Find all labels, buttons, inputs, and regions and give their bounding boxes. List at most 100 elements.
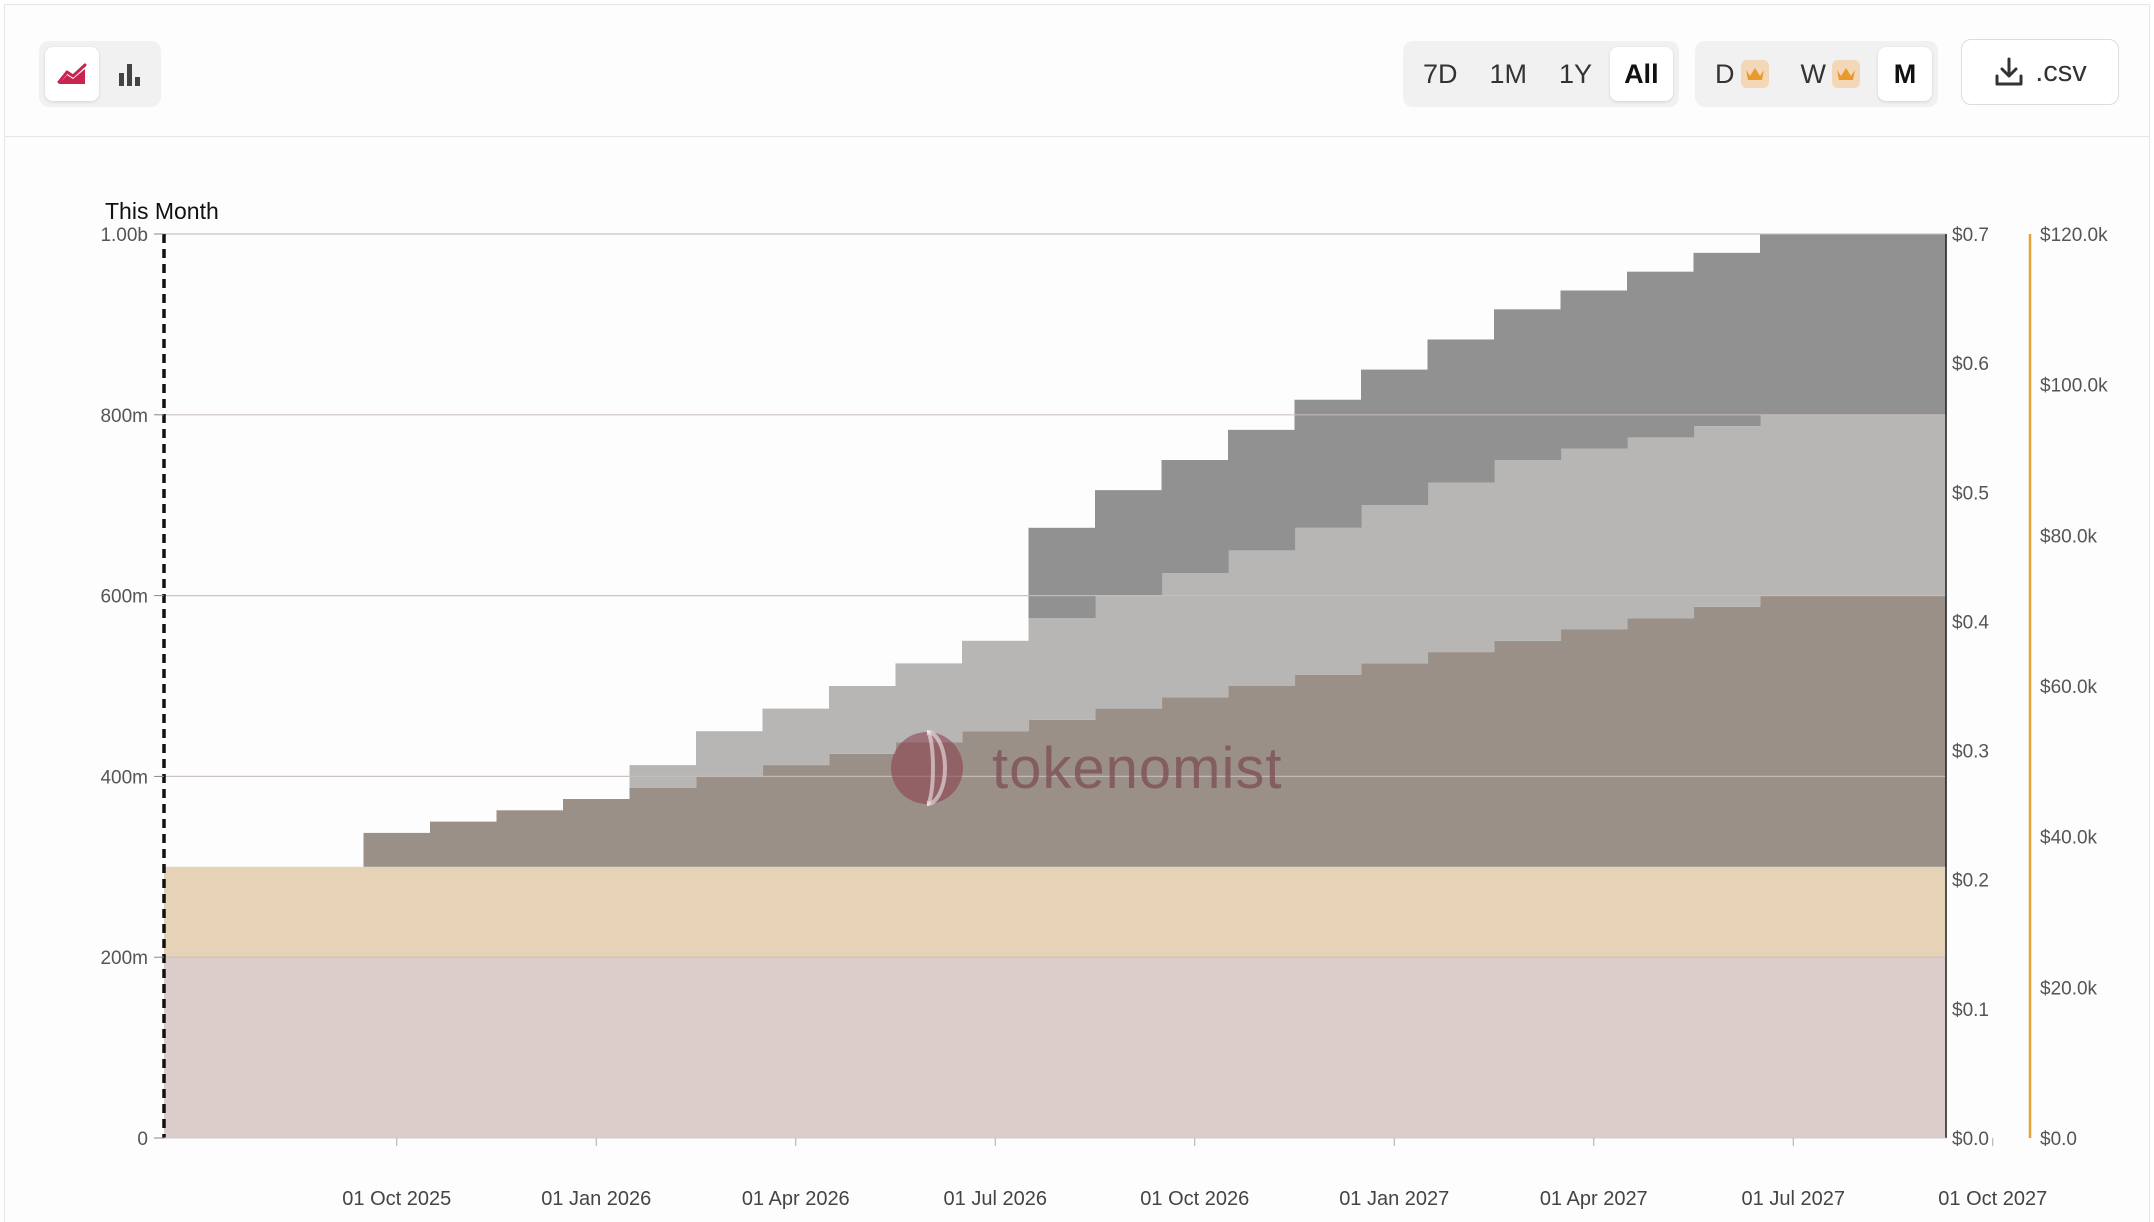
download-csv-button[interactable]: .csv	[1961, 39, 2119, 105]
series-4-step	[1028, 618, 1096, 720]
series-3-step	[962, 731, 1030, 867]
series-1-step	[430, 957, 498, 1138]
y-price-tick-label: $0.2	[1952, 871, 1989, 892]
granularity-daily-label: D	[1715, 58, 1735, 89]
series-1-step	[1826, 957, 1894, 1138]
x-tick-label: 01 Apr 2027	[1540, 1188, 1648, 1210]
series-4-step	[1826, 414, 1894, 596]
series-4-step	[1427, 482, 1495, 653]
series-4-step	[829, 686, 897, 754]
series-1-step	[1095, 957, 1163, 1138]
y-value-tick-label: $60.0k	[2040, 677, 2098, 698]
series-1-step	[1294, 957, 1362, 1138]
series-5-step	[1826, 234, 1894, 415]
tokenomist-logo-icon	[891, 730, 963, 806]
granularity-weekly-button[interactable]: W	[1787, 47, 1874, 101]
x-tick-label: 01 Jul 2026	[944, 1188, 1047, 1210]
y-value-tick-label: $120.0k	[2040, 225, 2108, 246]
series-1-step	[1893, 957, 1947, 1138]
series-4-step	[1693, 426, 1761, 607]
y-price-tick-label: $0.6	[1952, 354, 1989, 375]
x-tick-label: 01 Oct 2026	[1140, 1188, 1249, 1210]
series-2-step	[563, 866, 631, 958]
series-1-step	[164, 957, 232, 1138]
series-5-step	[1228, 429, 1296, 551]
series-2-step	[1228, 866, 1296, 958]
y-value-tick-label: $0.0	[2040, 1129, 2077, 1150]
series-2-step	[629, 866, 697, 958]
series-4-step	[696, 731, 764, 777]
series-2-step	[1893, 866, 1947, 958]
series-3-step	[563, 799, 631, 867]
series-3-step	[629, 787, 697, 867]
series-1-step	[230, 957, 298, 1138]
series-1-step	[363, 957, 431, 1138]
series-1-step	[1361, 957, 1429, 1138]
series-4-step	[1095, 595, 1163, 709]
series-3-step	[496, 810, 564, 867]
series-1-step	[962, 957, 1030, 1138]
series-4-step	[1760, 414, 1828, 596]
series-1-step	[496, 957, 564, 1138]
granularity-monthly-button[interactable]: M	[1877, 47, 1932, 101]
series-5-step	[1627, 271, 1695, 438]
series-1-step	[895, 957, 963, 1138]
x-tick-label: 01 Apr 2026	[742, 1188, 850, 1210]
area-chart-button[interactable]	[45, 47, 99, 101]
series-5-step	[1893, 234, 1947, 415]
series-3-step	[1627, 618, 1695, 867]
x-tick-label: 01 Jan 2026	[541, 1188, 651, 1210]
x-tick-label: 01 Oct 2027	[1938, 1188, 2047, 1210]
series-3-step	[762, 765, 830, 867]
series-3-step	[1361, 663, 1429, 867]
range-all-button[interactable]: All	[1610, 47, 1673, 101]
series-2-step	[1693, 866, 1761, 958]
range-1m-button[interactable]: 1M	[1489, 58, 1528, 89]
series-1-step	[1693, 957, 1761, 1138]
series-5-step	[1560, 290, 1628, 449]
series-3-step	[363, 832, 431, 867]
bar-chart-button[interactable]	[103, 47, 157, 101]
series-5-step	[1760, 234, 1828, 415]
series-1-step	[563, 957, 631, 1138]
range-7d-button[interactable]: 7D	[1423, 58, 1458, 89]
y-left-tick-label: 400m	[100, 767, 148, 788]
series-3-step	[1294, 674, 1362, 867]
series-3-step	[1826, 595, 1894, 867]
series-4-step	[895, 663, 963, 743]
series-2-step	[1161, 866, 1229, 958]
series-5	[1028, 234, 1947, 619]
series-2-step	[829, 866, 897, 958]
y-left-tick-label: 200m	[100, 948, 148, 969]
series-3-step	[696, 776, 764, 867]
series-5-step	[1361, 369, 1429, 506]
x-tick-label: 01 Oct 2025	[342, 1188, 451, 1210]
series-4-step	[962, 640, 1030, 732]
series-5-step	[1161, 460, 1229, 573]
granularity-daily-button[interactable]: D	[1701, 47, 1783, 101]
series-2-step	[762, 866, 830, 958]
y-left-tick-label: 600m	[100, 587, 148, 608]
series-1-step	[1161, 957, 1229, 1138]
series-2-step	[230, 866, 298, 958]
series-3-step	[1760, 595, 1828, 867]
range-1y-button[interactable]: 1Y	[1559, 58, 1593, 89]
y-price-tick-label: $0.1	[1952, 1000, 1989, 1021]
series-1-step	[1494, 957, 1562, 1138]
chart-toolbar: 7D 1M 1Y All D W M	[5, 5, 2149, 137]
series-1-step	[1560, 957, 1628, 1138]
series-1-step	[1427, 957, 1495, 1138]
chart-title: This Month	[105, 198, 219, 224]
axes	[154, 233, 2032, 1146]
series-4-step	[1494, 460, 1562, 641]
series-3-step	[1560, 629, 1628, 867]
axis-labels: 0 200m 400m 600m 800m 1.00b $0.0 $0.1 $0.2 $0.3 $0…	[100, 225, 2108, 1210]
series-3-step	[1028, 719, 1096, 867]
series-2-step	[496, 866, 564, 958]
series-1-step	[1760, 957, 1828, 1138]
series-3-step	[1893, 595, 1947, 867]
series-1-step	[696, 957, 764, 1138]
series-1	[164, 957, 1947, 1138]
watermark: tokenomist	[891, 730, 1281, 806]
